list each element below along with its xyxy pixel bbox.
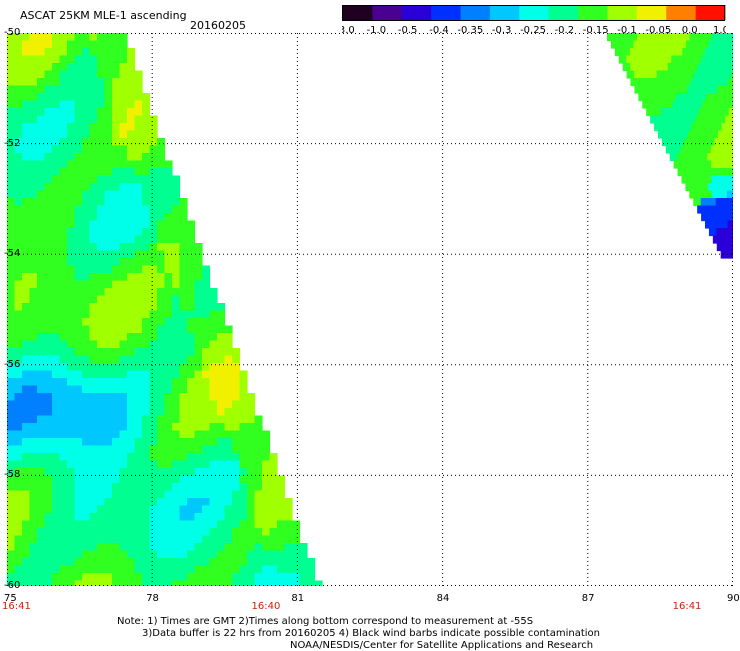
- lat-tick-label: -60: [4, 580, 20, 592]
- note-line-3: NOAA/NESDIS/Center for Satellite Applica…: [290, 640, 593, 651]
- lon-tick-label: 87: [582, 593, 595, 605]
- colorbar-swatch: [607, 5, 637, 20]
- map-title: ASCAT 25KM MLE-1 ascending: [20, 10, 187, 22]
- colorbar-swatch: [578, 5, 608, 20]
- lon-tick-label: 84: [437, 593, 450, 605]
- lon-tick-label: 90: [727, 593, 740, 605]
- time-label: 16:41: [673, 601, 702, 613]
- colorbar-swatch: [372, 5, 402, 20]
- lat-tick-label: -58: [4, 469, 20, 481]
- lat-tick-label: -50: [4, 27, 20, 39]
- time-label: 16:41: [2, 601, 31, 613]
- time-label: 16:40: [252, 601, 281, 613]
- lon-tick-label: 81: [291, 593, 304, 605]
- lon-tick-label: 78: [146, 593, 159, 605]
- colorbar: -3.0-1.0-0.5-0.4-0.35-0.3-0.25-0.2-0.15-…: [342, 5, 726, 35]
- swath-data: [7, 33, 733, 586]
- colorbar-swatch: [461, 5, 491, 20]
- note-line-2: 3)Data buffer is 22 hrs from 20160205 4)…: [142, 628, 600, 639]
- colorbar-swatch: [490, 5, 520, 20]
- map-date: 20160205: [190, 20, 246, 32]
- colorbar-swatch: [519, 5, 549, 20]
- map-plot: [7, 33, 733, 586]
- colorbar-swatch: [343, 5, 373, 20]
- colorbar-swatch: [666, 5, 696, 20]
- colorbar-swatch: [637, 5, 667, 20]
- colorbar-swatch: [696, 5, 726, 20]
- colorbar-swatch: [402, 5, 432, 20]
- note-line-1: Note: 1) Times are GMT 2)Times along bot…: [117, 616, 533, 627]
- lat-tick-label: -56: [4, 359, 20, 371]
- colorbar-swatch: [431, 5, 461, 20]
- lat-tick-label: -54: [4, 248, 20, 260]
- colorbar-swatch: [549, 5, 579, 20]
- lat-tick-label: -52: [4, 138, 20, 150]
